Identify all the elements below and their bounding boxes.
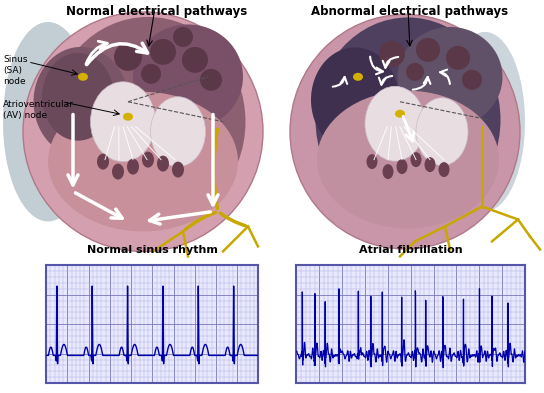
Ellipse shape — [397, 159, 407, 174]
Text: Normal electrical pathways: Normal electrical pathways — [66, 5, 248, 18]
Ellipse shape — [173, 27, 193, 47]
Ellipse shape — [157, 156, 169, 172]
Ellipse shape — [114, 43, 142, 71]
Ellipse shape — [3, 22, 93, 222]
Ellipse shape — [141, 64, 161, 84]
Ellipse shape — [382, 164, 393, 179]
Ellipse shape — [395, 110, 405, 118]
Ellipse shape — [411, 152, 422, 167]
Ellipse shape — [462, 70, 482, 90]
Ellipse shape — [90, 82, 156, 162]
Text: Atrial fibrillation: Atrial fibrillation — [359, 245, 462, 255]
Ellipse shape — [34, 47, 128, 157]
Ellipse shape — [200, 69, 222, 91]
Ellipse shape — [365, 86, 425, 161]
Ellipse shape — [51, 17, 245, 226]
Ellipse shape — [290, 15, 520, 249]
Ellipse shape — [133, 24, 243, 129]
Ellipse shape — [123, 113, 133, 121]
Ellipse shape — [150, 39, 176, 65]
Text: Abnormal electrical pathways: Abnormal electrical pathways — [311, 5, 509, 18]
Ellipse shape — [317, 91, 499, 228]
Ellipse shape — [172, 162, 184, 178]
Ellipse shape — [142, 152, 154, 167]
Ellipse shape — [127, 159, 139, 174]
Ellipse shape — [406, 63, 424, 81]
Ellipse shape — [367, 154, 378, 169]
Ellipse shape — [445, 32, 525, 211]
Ellipse shape — [438, 162, 449, 177]
Ellipse shape — [424, 157, 436, 172]
Ellipse shape — [353, 73, 363, 81]
Ellipse shape — [151, 97, 206, 167]
Ellipse shape — [97, 154, 109, 170]
Ellipse shape — [112, 163, 124, 180]
Ellipse shape — [398, 27, 503, 127]
Text: Sinus
(SA)
node: Sinus (SA) node — [3, 55, 28, 86]
Ellipse shape — [379, 41, 405, 67]
Ellipse shape — [78, 73, 88, 81]
Text: Atrioventricular
(AV) node: Atrioventricular (AV) node — [3, 100, 74, 120]
Ellipse shape — [316, 17, 500, 222]
Ellipse shape — [23, 12, 263, 252]
Ellipse shape — [446, 46, 470, 70]
Ellipse shape — [416, 98, 468, 165]
Ellipse shape — [48, 92, 238, 231]
Ellipse shape — [42, 53, 114, 141]
Ellipse shape — [182, 47, 208, 73]
Ellipse shape — [311, 48, 399, 152]
Ellipse shape — [416, 38, 440, 62]
Text: Normal sinus rhythm: Normal sinus rhythm — [87, 245, 218, 255]
